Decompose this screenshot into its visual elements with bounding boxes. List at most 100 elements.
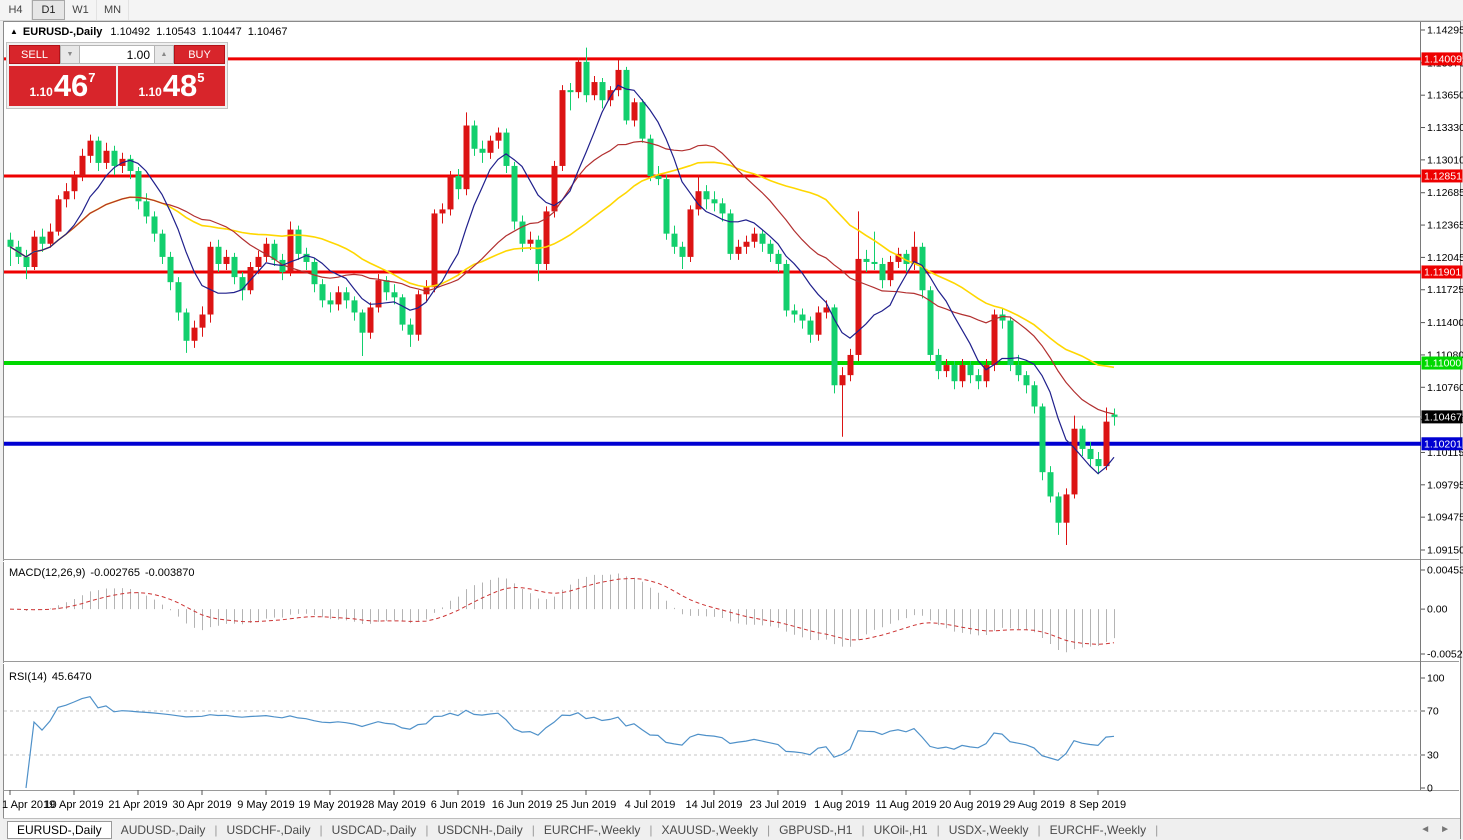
timeframe-toolbar: H4 D1 W1 MN xyxy=(0,0,1463,21)
timeframe-button-h4[interactable]: H4 xyxy=(0,0,32,20)
macd-main-value: -0.002765 xyxy=(90,567,140,579)
date-tick-label: 10 Apr 2019 xyxy=(44,799,103,811)
price-tick-label: 1.12045 xyxy=(1427,252,1463,264)
candles-layer xyxy=(7,47,1118,545)
chart-tab-2[interactable]: USDCHF-,Daily xyxy=(226,822,311,837)
tab-separator: | xyxy=(766,822,771,837)
chart-tab-3[interactable]: USDCAD-,Daily xyxy=(331,822,417,837)
buy-price-button[interactable]: 1.10 48 5 xyxy=(118,66,225,106)
rsi-axis-label: 0 xyxy=(1427,783,1433,795)
price-tick-label: 1.11725 xyxy=(1427,284,1463,296)
buy-price-prefix: 1.10 xyxy=(138,85,162,99)
ma-mid-line xyxy=(9,140,1115,415)
tab-separator: | xyxy=(531,822,535,837)
sell-price-button[interactable]: 1.10 46 7 xyxy=(9,66,116,106)
chart-tab-6[interactable]: XAUUSD-,Weekly xyxy=(661,822,758,837)
price-axis: 1.142951.139701.136501.133301.130101.126… xyxy=(1421,25,1463,557)
rsi-axis-label: 100 xyxy=(1427,673,1445,685)
macd-axis-label: 0.00 xyxy=(1427,604,1448,616)
macd-pane: 0.004536 0.00 -0.005205 xyxy=(9,565,1463,661)
date-tick-label: 30 Apr 2019 xyxy=(172,799,231,811)
quote-high: 1.10543 xyxy=(156,26,196,38)
sell-price-sup: 7 xyxy=(88,70,96,85)
date-tick-label: 19 May 2019 xyxy=(298,799,362,811)
date-tick-label: 6 Jun 2019 xyxy=(431,799,485,811)
macd-name: MACD(12,26,9) xyxy=(9,567,86,579)
chart-window xyxy=(3,21,1461,839)
date-tick-label: 9 May 2019 xyxy=(237,799,294,811)
timeframe-button-mn[interactable]: MN xyxy=(97,0,129,20)
symbol-name: EURUSD-,Daily xyxy=(22,26,103,38)
ma-slow-line xyxy=(9,161,1115,369)
volume-decrease-button[interactable]: ▼ xyxy=(60,45,80,64)
collapse-icon[interactable]: ▲ xyxy=(10,27,18,36)
chart-tab-9[interactable]: USDX-,Weekly xyxy=(948,822,1029,837)
tab-separator: | xyxy=(425,822,429,837)
buy-button[interactable]: BUY xyxy=(174,45,225,64)
volume-input[interactable]: 1.00 xyxy=(80,45,154,64)
price-tick-label: 1.14295 xyxy=(1427,25,1463,37)
date-tick-label: 8 Sep 2019 xyxy=(1070,799,1126,811)
price-level-badge: 1.11901 xyxy=(1424,266,1461,278)
rsi-axis-label: 70 xyxy=(1427,706,1439,718)
rsi-value: 45.6470 xyxy=(51,671,92,683)
chart-tab-4[interactable]: USDCNH-,Daily xyxy=(437,822,523,837)
macd-axis-label: -0.005205 xyxy=(1427,649,1463,661)
tab-separator: | xyxy=(861,822,865,837)
timeframe-button-d1[interactable]: D1 xyxy=(32,0,65,20)
price-tick-label: 1.13650 xyxy=(1427,90,1463,102)
price-level-badge: 1.12851 xyxy=(1424,170,1462,182)
date-tick-label: 1 Aug 2019 xyxy=(814,799,870,811)
rsi-pane: 100 70 30 0 xyxy=(4,673,1445,795)
volume-increase-button[interactable]: ▲ xyxy=(154,45,174,64)
tab-separator: | xyxy=(1037,822,1041,837)
quote-open: 1.10492 xyxy=(110,26,151,38)
tab-separator: | xyxy=(936,822,940,837)
price-level-badge: 1.10201 xyxy=(1424,438,1462,450)
date-tick-label: 23 Jul 2019 xyxy=(750,799,807,811)
sell-price-big: 46 xyxy=(53,68,89,103)
one-click-trading-panel: SELL ▼ 1.00 ▲ BUY 1.10 46 7 1.10 48 5 xyxy=(6,42,228,109)
macd-axis-label: 0.004536 xyxy=(1427,565,1463,577)
price-level-badge: 1.11000 xyxy=(1424,358,1461,370)
chart-tab-5[interactable]: EURCHF-,Weekly xyxy=(543,822,641,837)
sell-price-prefix: 1.10 xyxy=(29,85,53,99)
price-tick-label: 1.12365 xyxy=(1427,220,1463,232)
tab-scroll-left-icon[interactable]: ◄ xyxy=(1420,824,1431,835)
date-tick-label: 21 Apr 2019 xyxy=(108,799,167,811)
macd-label: MACD(12,26,9) -0.002765 -0.003870 xyxy=(9,567,200,579)
chart-tab-10[interactable]: EURCHF-,Weekly xyxy=(1049,822,1147,837)
date-tick-label: 25 Jun 2019 xyxy=(556,799,617,811)
rsi-label: RSI(14) 45.6470 xyxy=(9,671,97,683)
chart-tab-8[interactable]: UKOil-,H1 xyxy=(873,822,928,837)
price-tick-label: 1.12685 xyxy=(1427,187,1463,199)
chart-tab-1[interactable]: AUDUSD-,Daily xyxy=(120,822,206,837)
price-tick-label: 1.13010 xyxy=(1427,154,1463,166)
tab-separator: | xyxy=(649,822,653,837)
tab-separator: | xyxy=(319,822,323,837)
price-tick-label: 1.11400 xyxy=(1427,317,1463,329)
timeframe-button-w1[interactable]: W1 xyxy=(65,0,97,20)
chart-tab-0[interactable]: EURUSD-,Daily xyxy=(7,820,112,839)
level-lines-layer xyxy=(4,57,1421,446)
chart-title: ▲ EURUSD-,Daily 1.10492 1.10543 1.10447 1.104… xyxy=(10,26,293,38)
price-level-badge: 1.10467 xyxy=(1424,411,1462,423)
date-tick-label: 20 Aug 2019 xyxy=(939,799,1001,811)
price-tick-label: 1.13330 xyxy=(1427,122,1463,134)
date-tick-label: 29 Aug 2019 xyxy=(1003,799,1065,811)
date-tick-label: 1 Apr 2019 xyxy=(2,799,55,811)
rsi-name: RSI(14) xyxy=(9,671,47,683)
tab-scroll-right-icon[interactable]: ► xyxy=(1440,824,1450,835)
rsi-axis-label: 30 xyxy=(1427,750,1439,762)
tab-separator: | xyxy=(1155,822,1159,837)
price-tick-label: 1.09795 xyxy=(1427,479,1463,491)
sell-button[interactable]: SELL xyxy=(9,45,60,64)
macd-signal-line xyxy=(9,577,1115,645)
price-tick-label: 1.09150 xyxy=(1427,545,1463,557)
chart-tab-7[interactable]: GBPUSD-,H1 xyxy=(779,822,853,837)
ma-fast-line xyxy=(9,84,1115,475)
date-tick-label: 4 Jul 2019 xyxy=(625,799,676,811)
